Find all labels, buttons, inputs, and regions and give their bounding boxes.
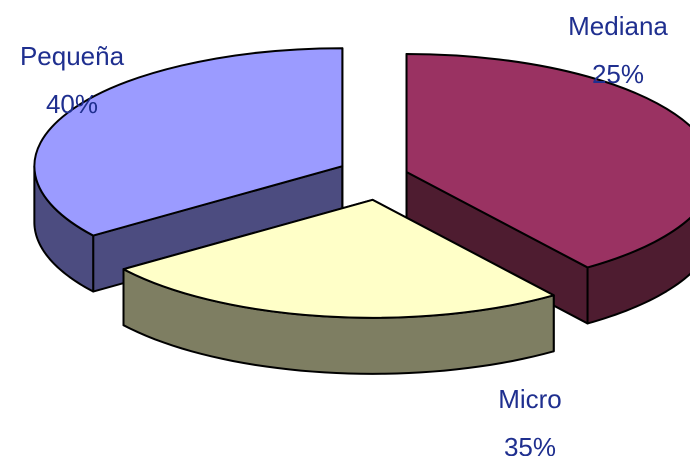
pie-slice-mediana — [122, 198, 555, 375]
slice-top-face — [405, 52, 690, 269]
slice-label-pequena: Pequeña — [20, 41, 125, 71]
slice-top-face — [122, 198, 555, 319]
slice-value-mediana: 25% — [592, 59, 644, 89]
slice-top-face — [33, 47, 344, 237]
slice-value-pequena: 40% — [46, 89, 98, 119]
slice-label-mediana: Mediana — [568, 11, 668, 41]
slice-outer-wall — [586, 216, 690, 325]
pie-slice-pequena — [405, 52, 690, 325]
slice-value-micro: 35% — [504, 432, 556, 456]
slice-label-micro: Micro — [498, 384, 562, 414]
